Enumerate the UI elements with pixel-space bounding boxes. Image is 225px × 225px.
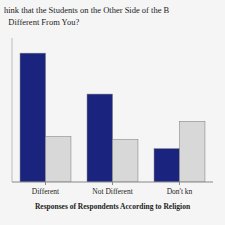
bar (154, 149, 179, 182)
bar (87, 94, 112, 182)
background (0, 0, 225, 225)
title: hink that the Students on the Other Side… (4, 5, 170, 15)
bar (113, 140, 138, 182)
x-axis-label: Responses of Respondents According to Re… (35, 202, 191, 211)
chart: hink that the Students on the Other Side… (0, 0, 225, 225)
bar (46, 137, 71, 182)
y-axis-line (12, 38, 13, 182)
x-tick (112, 182, 113, 185)
subtitle: Different From You? (4, 17, 79, 27)
x-tick-label: Not Different (92, 187, 133, 196)
bar (180, 121, 205, 182)
x-tick (45, 182, 46, 185)
bars (20, 53, 205, 182)
bar (20, 53, 45, 182)
x-tick (179, 182, 180, 185)
x-tick-label: Different (32, 187, 60, 196)
x-tick-label: Don't kn (167, 187, 193, 196)
